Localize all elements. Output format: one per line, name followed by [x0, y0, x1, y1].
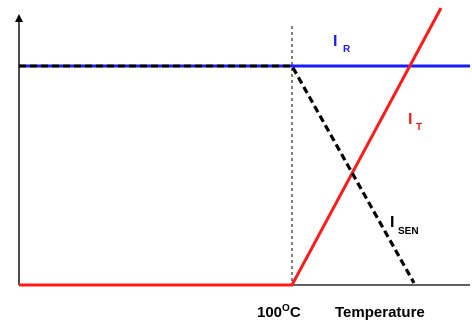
series-label-sub: R: [343, 44, 351, 55]
series-group: [19, 7, 470, 287]
series-i-sen: [19, 64, 416, 284]
series-label-sub: SEN: [398, 226, 419, 237]
series-label-sub: T: [416, 122, 422, 133]
x-marker-label-text: 100OC: [257, 303, 301, 321]
axes: [15, 14, 470, 286]
series-label-main: I: [390, 214, 394, 231]
series-i-t: [19, 7, 443, 287]
x-marker-label: 100OC: [257, 303, 301, 321]
series-label-main: I: [408, 111, 412, 128]
x-axis-label: Temperature: [335, 304, 425, 321]
series-label-main: I: [333, 33, 337, 50]
series-label-i-sen: I SEN: [390, 214, 419, 237]
